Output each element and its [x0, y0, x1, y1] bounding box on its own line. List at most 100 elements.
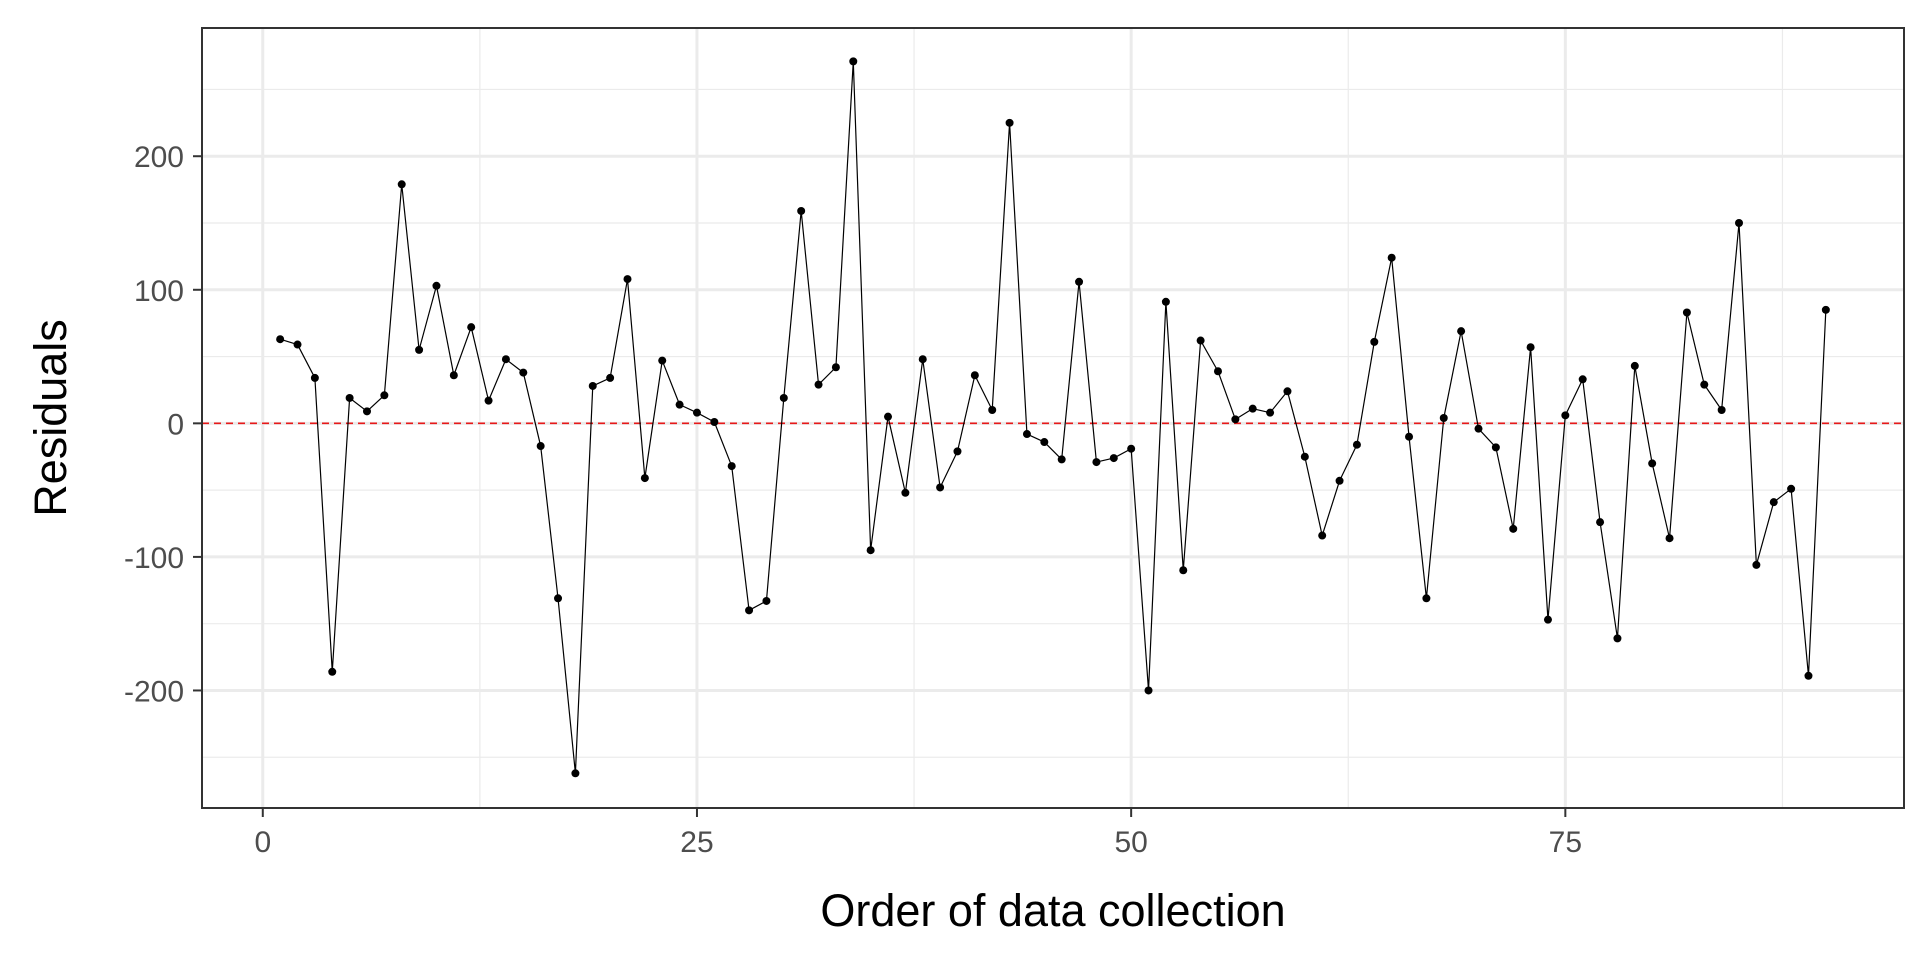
- data-point: [1231, 415, 1240, 424]
- data-point: [1318, 531, 1327, 540]
- data-point: [831, 363, 840, 372]
- data-point: [1561, 411, 1570, 420]
- data-point: [884, 412, 893, 421]
- data-point: [1179, 566, 1188, 575]
- data-point: [710, 418, 719, 427]
- data-point: [1387, 253, 1396, 262]
- data-point: [310, 373, 319, 382]
- data-point: [1092, 458, 1101, 467]
- data-point: [345, 393, 354, 402]
- y-tick-label: 200: [134, 141, 184, 174]
- data-point: [1804, 671, 1813, 680]
- plot-border: [201, 27, 1905, 809]
- data-point: [1630, 361, 1639, 370]
- data-point: [606, 373, 615, 382]
- data-point: [588, 381, 597, 390]
- data-point: [1161, 297, 1170, 306]
- data-point: [1005, 118, 1014, 127]
- data-point: [554, 594, 563, 603]
- data-point: [1735, 219, 1744, 227]
- data-point: [1075, 277, 1084, 286]
- data-point: [449, 371, 458, 380]
- data-point: [1821, 305, 1830, 314]
- data-point: [953, 447, 962, 456]
- data-point: [467, 323, 476, 332]
- data-point: [1300, 452, 1309, 461]
- data-point: [1648, 459, 1657, 468]
- data-point: [849, 57, 858, 66]
- data-point: [1266, 408, 1275, 417]
- data-point: [1491, 443, 1500, 452]
- data-point: [936, 483, 945, 492]
- data-point: [1109, 454, 1118, 463]
- data-points: [276, 57, 1830, 778]
- data-point: [362, 407, 371, 416]
- data-point: [623, 275, 632, 284]
- data-point: [276, 335, 285, 344]
- data-point: [1682, 308, 1691, 317]
- data-point: [1248, 404, 1257, 413]
- data-point: [988, 405, 997, 414]
- data-point: [745, 606, 754, 615]
- data-point: [901, 488, 910, 497]
- y-axis-title: Residuals: [25, 319, 76, 517]
- data-point: [1283, 387, 1292, 396]
- x-axis-ticks: 0 25 50 75: [254, 808, 1582, 859]
- data-point: [380, 391, 389, 400]
- data-point: [1405, 432, 1414, 441]
- data-point: [1022, 430, 1031, 439]
- x-tick-label: 25: [680, 826, 713, 859]
- data-point: [970, 371, 979, 380]
- y-tick-label: -100: [124, 542, 184, 575]
- data-point: [762, 596, 771, 605]
- data-point: [1665, 534, 1674, 543]
- data-point: [675, 400, 684, 409]
- y-tick-label: 0: [167, 408, 184, 441]
- data-point: [1474, 424, 1483, 433]
- data-point: [571, 769, 580, 778]
- data-point: [484, 396, 493, 405]
- x-axis-title: Order of data collection: [820, 885, 1285, 936]
- data-point: [293, 340, 302, 349]
- data-point: [1543, 615, 1552, 624]
- y-tick-label: -200: [124, 675, 184, 708]
- data-point: [1370, 337, 1379, 346]
- x-tick-label: 75: [1549, 826, 1582, 859]
- x-tick-label: 50: [1114, 826, 1147, 859]
- data-point: [797, 206, 806, 215]
- data-point: [1040, 438, 1049, 447]
- data-point: [1596, 518, 1605, 527]
- data-point: [519, 368, 528, 377]
- data-point: [727, 462, 736, 471]
- data-point: [397, 180, 406, 189]
- data-point: [640, 474, 649, 483]
- data-point: [501, 355, 510, 364]
- data-point: [1457, 327, 1466, 336]
- data-point: [415, 345, 424, 354]
- data-point: [1717, 405, 1726, 414]
- data-point: [658, 356, 667, 365]
- series-line: [279, 60, 1827, 774]
- data-point: [1144, 686, 1153, 695]
- data-point: [1213, 367, 1222, 376]
- data-point: [918, 355, 927, 364]
- data-point: [866, 546, 875, 555]
- data-point: [328, 667, 337, 676]
- data-point: [692, 408, 701, 417]
- data-point: [779, 393, 788, 402]
- data-point: [1422, 594, 1431, 603]
- data-point: [1352, 440, 1361, 449]
- data-point: [1769, 498, 1778, 507]
- data-point: [1700, 380, 1709, 389]
- data-point: [536, 442, 545, 451]
- data-point: [432, 281, 441, 290]
- x-tick-label: 0: [254, 826, 271, 859]
- minor-gridlines: [202, 28, 1904, 808]
- data-point: [1196, 336, 1205, 345]
- data-point: [1613, 634, 1622, 643]
- data-point: [1127, 444, 1136, 453]
- data-point: [814, 380, 823, 389]
- data-point: [1439, 414, 1448, 422]
- series-line-group: [279, 60, 1827, 774]
